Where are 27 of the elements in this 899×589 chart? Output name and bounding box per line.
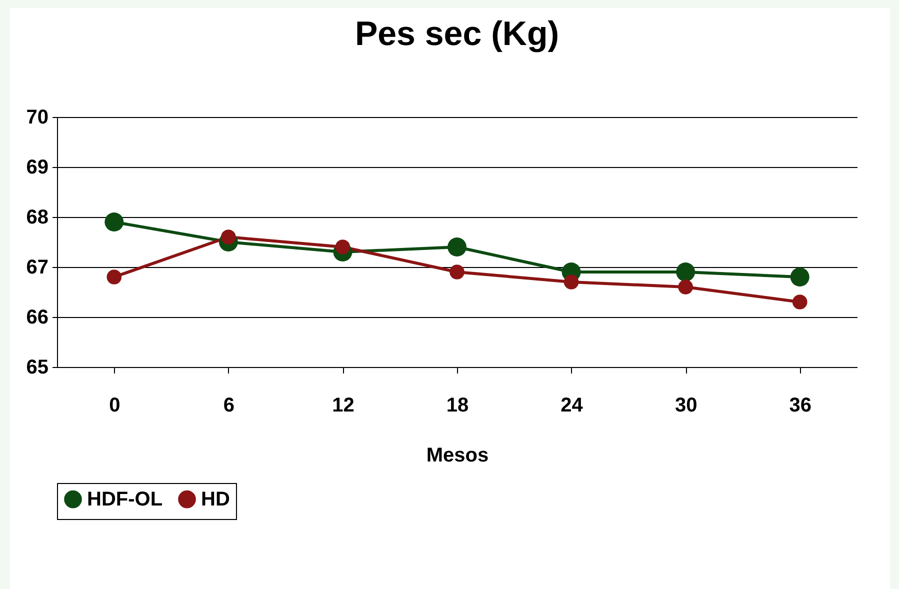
point <box>448 238 466 256</box>
y-tick-label: 70 <box>26 106 48 128</box>
y-tick-label: 69 <box>26 156 48 178</box>
legend-label: HDF-OL <box>87 488 163 510</box>
y-tick-label: 67 <box>26 256 48 278</box>
point <box>104 212 124 232</box>
x-tick-label: 30 <box>674 394 698 416</box>
y-tick-label: 65 <box>26 356 48 378</box>
y-tick-label: 66 <box>26 306 48 328</box>
x-tick-label: 36 <box>789 394 812 416</box>
chart-title: Pes sec (Kg) <box>354 15 560 53</box>
point <box>792 294 808 310</box>
point <box>678 280 693 294</box>
point <box>790 268 810 286</box>
x-tick-label: 24 <box>560 394 584 416</box>
x-tick-label: 12 <box>332 394 354 416</box>
x-tick-label: 0 <box>109 394 120 416</box>
x-axis-title: Mesos <box>426 444 489 466</box>
point <box>335 240 350 254</box>
legend-label: HD <box>201 488 230 510</box>
x-tick-label: 18 <box>446 394 469 416</box>
point <box>450 264 464 280</box>
point <box>106 270 122 284</box>
point <box>676 262 696 282</box>
point <box>564 274 579 290</box>
y-tick-label: 68 <box>26 206 48 228</box>
x-tick-label: 6 <box>223 394 234 416</box>
